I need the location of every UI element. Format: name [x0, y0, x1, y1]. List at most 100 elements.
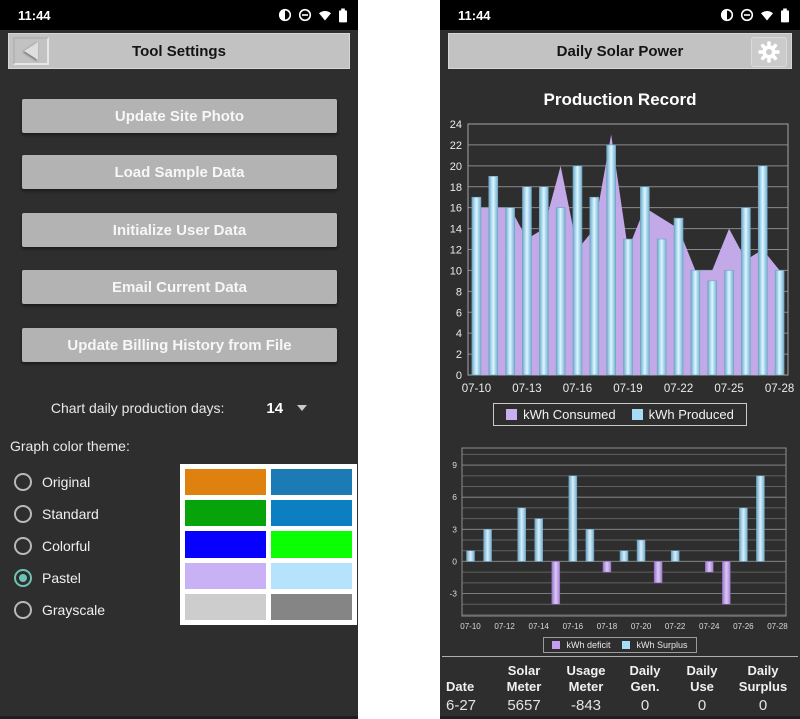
svg-text:07-24: 07-24 [699, 622, 720, 631]
svg-text:6: 6 [456, 307, 462, 319]
button-email-current-data[interactable]: Email Current Data [22, 270, 337, 304]
theme-option-grayscale[interactable]: Grayscale [14, 598, 105, 622]
status-icons [720, 8, 790, 23]
color-swatch [271, 562, 352, 589]
color-swatch [271, 531, 352, 558]
theme-option-original[interactable]: Original [14, 470, 90, 494]
svg-text:24: 24 [450, 119, 462, 131]
header-date: Date [446, 678, 475, 694]
legend-label: kWh Consumed [523, 407, 616, 422]
value-daily-gen: 0 [640, 697, 650, 714]
theme-option-colorful[interactable]: Colorful [14, 534, 90, 558]
table-divider [442, 656, 798, 657]
tool-settings-screen: 11:44 Tool Settings Update Site Photo Loa… [0, 0, 358, 719]
production-days-row: Chart daily production days: 14 [0, 396, 358, 420]
theme-option-pastel[interactable]: Pastel [14, 566, 81, 590]
contrast-icon [278, 8, 292, 22]
button-update-site-photo[interactable]: Update Site Photo [22, 99, 337, 133]
color-swatch [185, 469, 266, 496]
button-update-billing-history-from-file[interactable]: Update Billing History from File [22, 328, 337, 362]
legend-label: kWh Produced [648, 407, 734, 422]
svg-text:07-26: 07-26 [733, 622, 754, 631]
theme-option-label: Grayscale [42, 602, 106, 618]
value-solar-meter: 5657 [507, 697, 541, 714]
status-icons [278, 8, 348, 23]
settings-button[interactable] [751, 37, 787, 67]
screen-edge [440, 716, 800, 719]
svg-text:-3: -3 [449, 589, 457, 599]
radio-icon [14, 473, 32, 491]
svg-text:2: 2 [456, 349, 462, 361]
production-days-label: Chart daily production days: [50, 400, 225, 416]
svg-text:07-16: 07-16 [563, 622, 584, 631]
svg-text:07-20: 07-20 [631, 622, 652, 631]
legend-entry-kwh-surplus: kWh Surplus [622, 640, 688, 650]
wifi-icon [761, 11, 773, 21]
meter-table: Date Solar Meter Usage Meter Daily Gen. Dail… [444, 659, 798, 715]
button-initialize-user-data[interactable]: Initialize User Data [22, 213, 337, 247]
legend-entry-kwh-deficit: kWh deficit [552, 640, 610, 650]
value-daily-surplus: 0 [758, 697, 768, 714]
svg-text:07-22: 07-22 [665, 622, 686, 631]
header-usage-meter: Usage Meter [566, 662, 606, 694]
battery-icon [339, 8, 347, 22]
svg-text:07-14: 07-14 [529, 622, 550, 631]
value-date: 6-27 [446, 697, 477, 714]
header-daily-surplus: Daily Surplus [738, 662, 788, 694]
theme-option-label: Standard [42, 506, 99, 522]
page-title: Tool Settings [132, 42, 226, 60]
status-time: 11:44 [18, 7, 51, 23]
do-not-disturb-icon [298, 8, 312, 22]
theme-option-label: Colorful [42, 538, 91, 554]
svg-text:20: 20 [450, 161, 462, 173]
theme-swatch-preview [180, 464, 357, 625]
button-load-sample-data[interactable]: Load Sample Data [22, 155, 337, 189]
status-bar: 11:44 [440, 0, 800, 30]
battery-icon [781, 8, 789, 22]
legend-swatch-icon [552, 641, 561, 649]
svg-text:07-28: 07-28 [767, 622, 788, 631]
back-arrow-icon [24, 42, 38, 60]
contrast-icon [720, 8, 734, 22]
color-swatch [271, 500, 352, 527]
value-daily-use: 0 [697, 697, 707, 714]
svg-text:16: 16 [450, 203, 462, 215]
theme-section-label: Graph color theme: [10, 438, 130, 454]
svg-text:07-16: 07-16 [563, 383, 592, 395]
legend-label: kWh Surplus [636, 640, 688, 650]
production-days-value[interactable]: 14 [266, 399, 284, 417]
value-usage-meter: -843 [570, 697, 602, 714]
theme-option-label: Pastel [42, 570, 81, 586]
production-chart-legend: kWh Consumed kWh Produced [440, 403, 800, 426]
svg-text:4: 4 [456, 328, 462, 340]
legend-box: kWh deficit kWh Surplus [543, 637, 697, 653]
svg-text:9: 9 [452, 460, 457, 470]
svg-text:07-12: 07-12 [494, 622, 515, 631]
svg-text:3: 3 [452, 524, 457, 534]
app-bar: Tool Settings [8, 33, 350, 69]
production-chart: 0 2 4 6 8 10 12 14 16 18 20 22 24 07-10 07-13 07-16 07-1… [440, 114, 800, 413]
status-bar: 11:44 [0, 0, 358, 30]
back-button[interactable] [13, 37, 49, 65]
svg-text:07-25: 07-25 [714, 383, 743, 395]
do-not-disturb-icon [740, 8, 754, 22]
legend-box: kWh Consumed kWh Produced [493, 403, 747, 426]
screen-edge [0, 716, 358, 719]
color-swatch [185, 500, 266, 527]
svg-text:18: 18 [450, 182, 462, 194]
theme-option-label: Original [42, 474, 91, 490]
header-daily-use: Daily Use [686, 662, 718, 694]
svg-text:12: 12 [450, 245, 462, 257]
legend-entry-kwh-consumed: kWh Consumed [506, 407, 616, 422]
svg-text:07-10: 07-10 [460, 622, 481, 631]
svg-text:07-10: 07-10 [462, 383, 491, 395]
legend-swatch-icon [631, 409, 643, 420]
legend-swatch-icon [622, 641, 631, 649]
app-bar: Daily Solar Power [448, 33, 792, 69]
chevron-down-icon[interactable] [297, 405, 308, 411]
color-swatch [271, 593, 352, 620]
svg-text:07-13: 07-13 [512, 383, 541, 395]
gear-icon [758, 41, 780, 63]
color-swatch [185, 562, 266, 589]
theme-option-standard[interactable]: Standard [14, 502, 99, 526]
